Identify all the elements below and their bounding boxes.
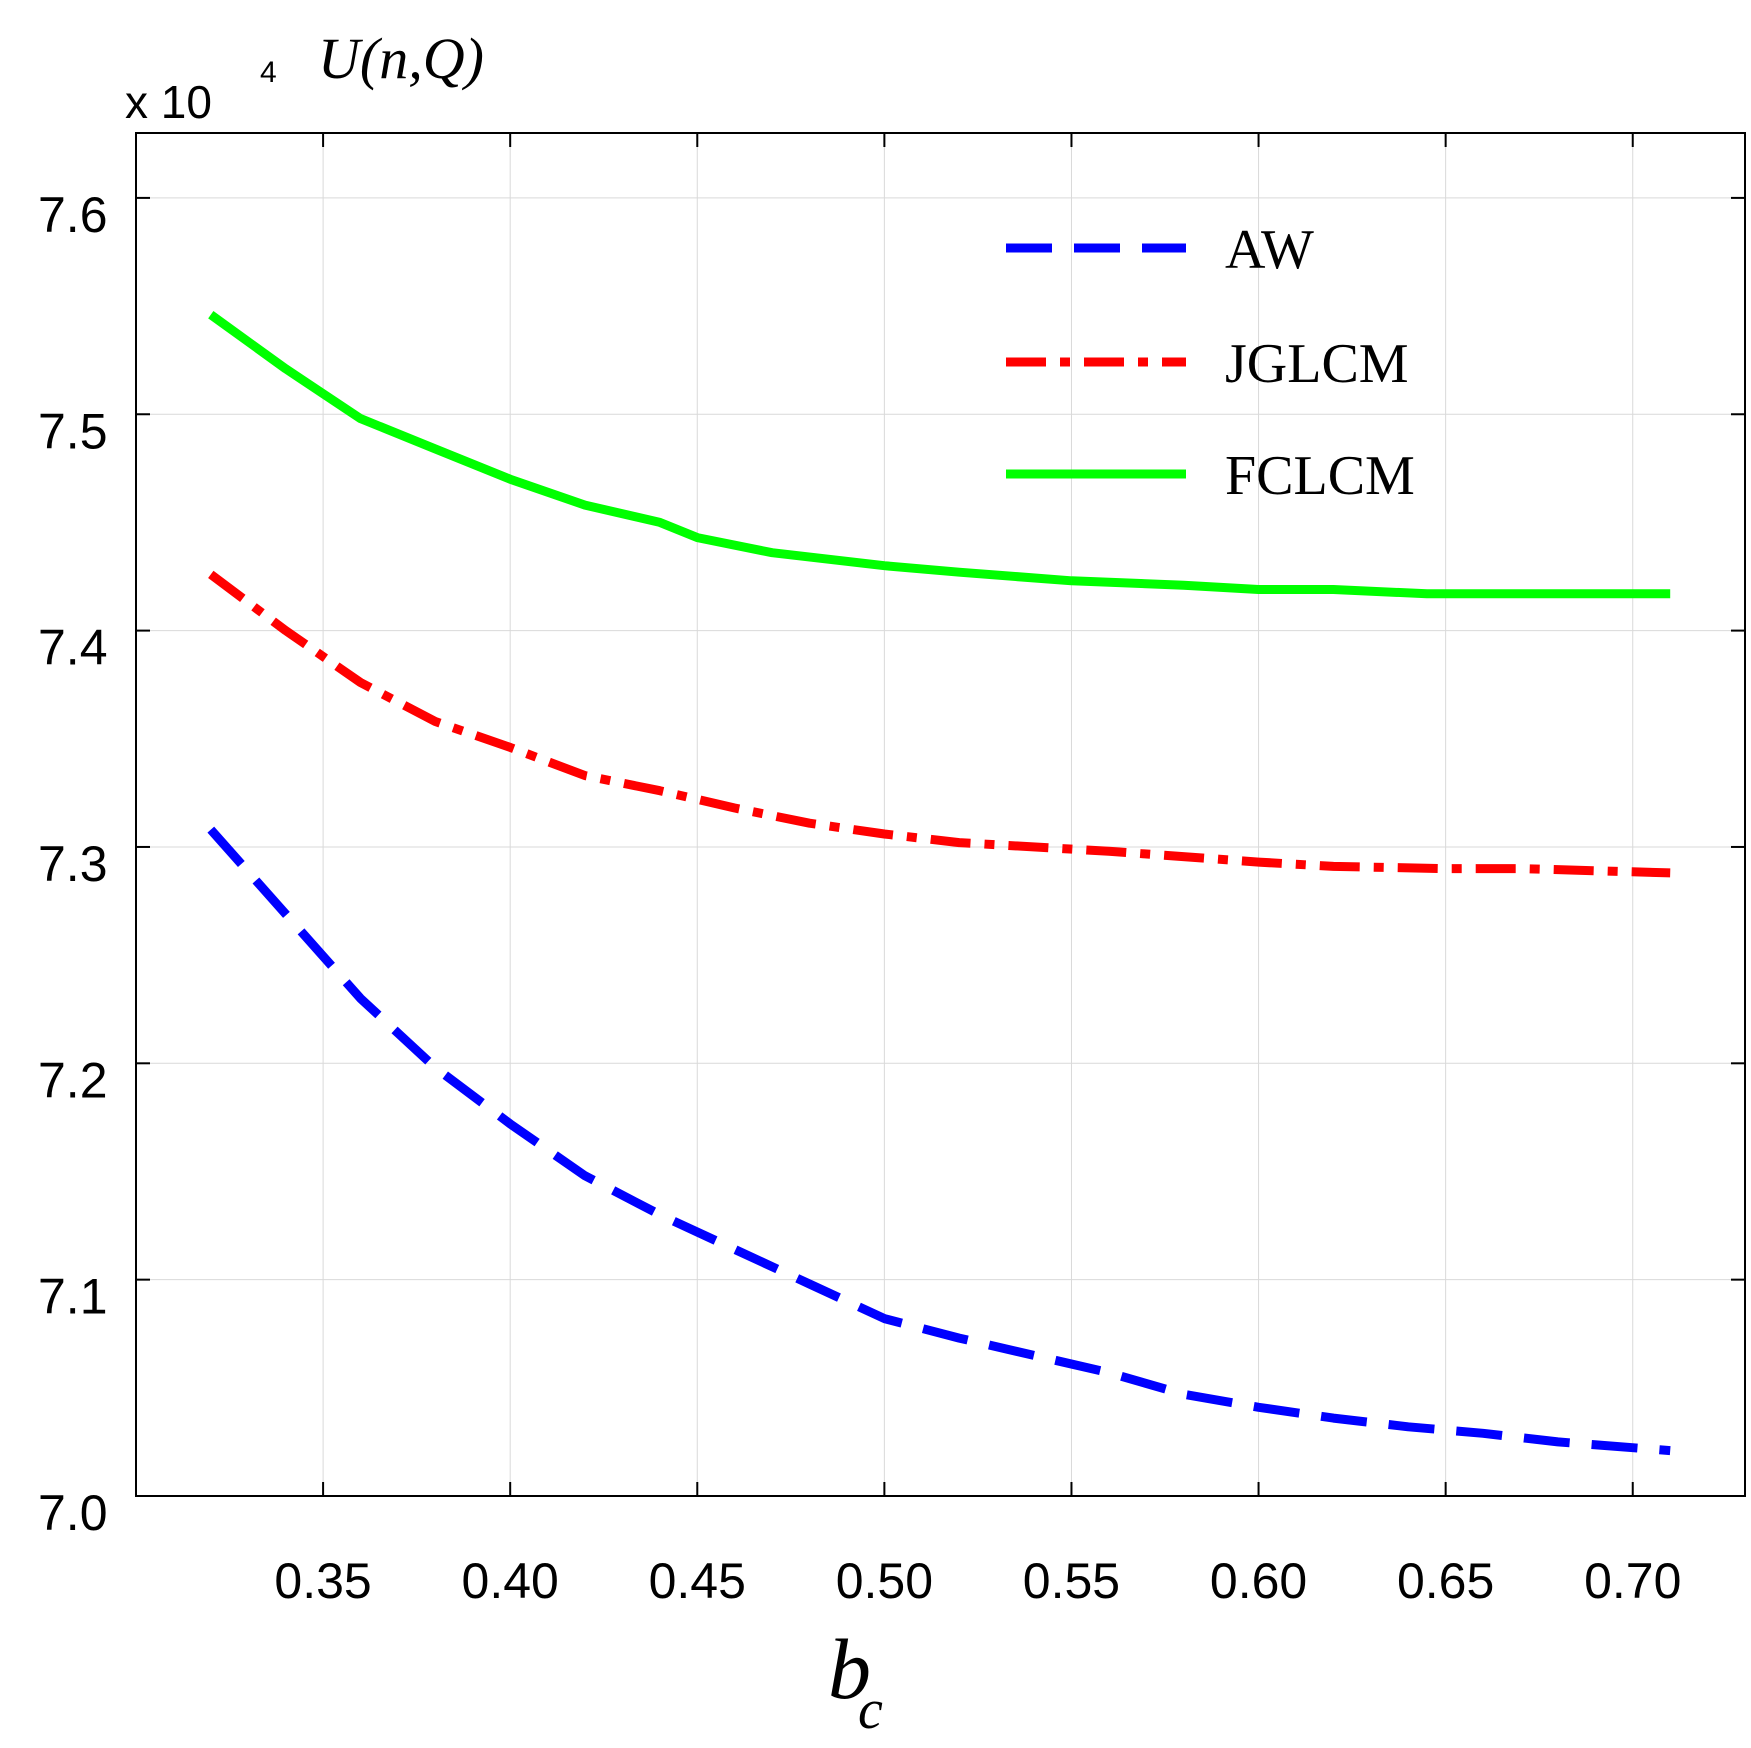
x-tick-label: 0.60: [1210, 1553, 1307, 1609]
y-scale-exponent: 4: [260, 56, 277, 89]
x-axis-label-subscript: c: [858, 1679, 883, 1741]
tick-labels: 0.35 0.40 0.45 0.50 0.55 0.60 0.65 0.70 7.0 7.1 7.…: [38, 187, 1681, 1609]
y-tick-label: 7.6: [38, 187, 108, 243]
axis-ticks: [136, 133, 1745, 1497]
y-axis-label: U(n,Q): [318, 26, 484, 91]
x-tick-label: 0.45: [649, 1553, 746, 1609]
legend-label-fclcm: FCLCM: [1225, 445, 1415, 507]
x-tick-label: 0.65: [1397, 1553, 1494, 1609]
x-tick-label: 0.70: [1584, 1553, 1681, 1609]
x-tick-label: 0.50: [836, 1553, 933, 1609]
y-tick-label: 7.0: [38, 1485, 108, 1541]
y-tick-label: 7.3: [38, 836, 108, 892]
series-lines: [207, 311, 1671, 1456]
y-tick-label: 7.1: [38, 1269, 108, 1325]
series-line-fclcm: [208, 311, 1671, 599]
x-tick-label: 0.55: [1023, 1553, 1120, 1609]
y-tick-label: 7.4: [38, 620, 108, 676]
x-tick-label: 0.35: [274, 1553, 371, 1609]
legend-label-aw: AW: [1225, 219, 1314, 281]
plot-frame: [135, 132, 1746, 1497]
legend: AW JGLCM FCLCM: [1006, 219, 1415, 507]
x-axis-label: b: [828, 1621, 871, 1717]
gridlines: [136, 133, 1745, 1496]
x-tick-label: 0.40: [462, 1553, 559, 1609]
series-line-aw: [207, 826, 1671, 1456]
y-scale-multiplier: x 10: [125, 76, 212, 128]
y-tick-label: 7.2: [38, 1052, 108, 1108]
series-line-jglcm: [208, 570, 1671, 878]
y-tick-label: 7.5: [38, 403, 108, 459]
legend-label-jglcm: JGLCM: [1225, 333, 1409, 395]
